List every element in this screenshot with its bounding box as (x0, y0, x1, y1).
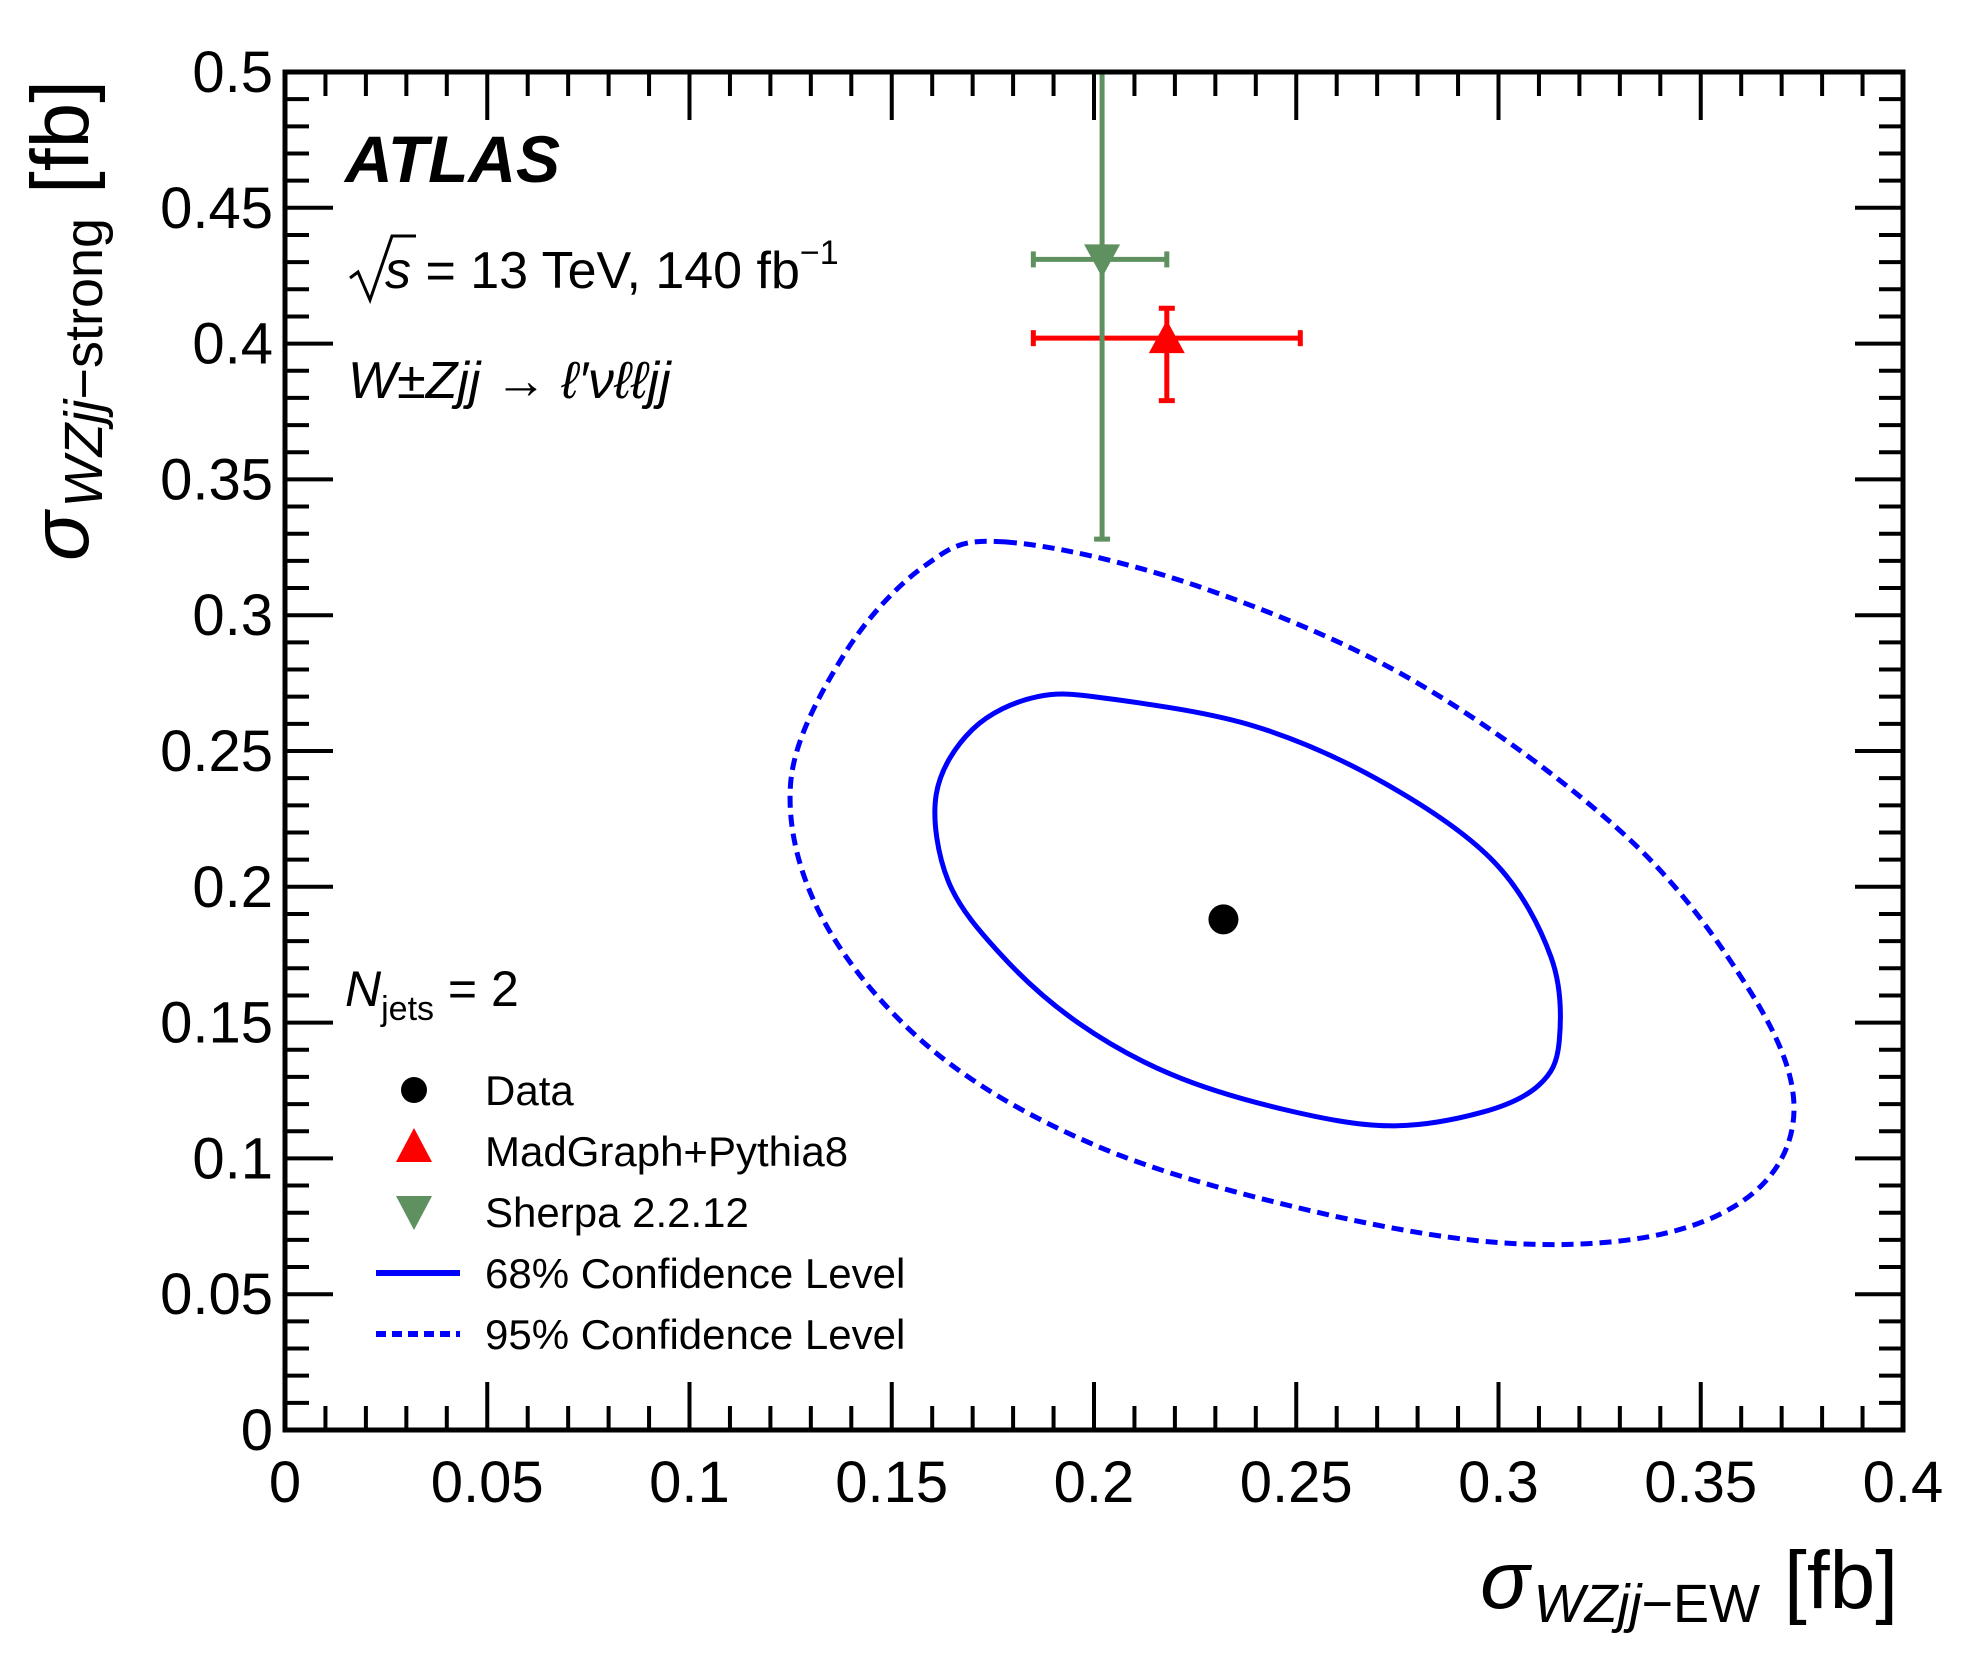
sqrt-sign (349, 234, 416, 305)
x-tick-label: 0.15 (835, 1450, 948, 1515)
process-label: W±Zjj → ℓ′νℓℓjj (348, 352, 672, 410)
plot-frame (282, 69, 1906, 1433)
madgraph-pythia8-point (1148, 320, 1185, 354)
x-tick-label: 0.3 (1458, 1450, 1539, 1515)
atlas-label: ATLAS (343, 122, 560, 196)
data-point (1208, 904, 1239, 935)
legend-label-95cl: 95% Confidence Level (485, 1311, 905, 1358)
x-tick-label: 0.05 (431, 1450, 544, 1515)
y-tick-label: 0.25 (160, 719, 273, 784)
y-tick-label: 0.4 (192, 312, 273, 377)
y-tick-label: 0.45 (160, 176, 273, 241)
y-tick-label: 0.05 (160, 1262, 273, 1327)
legend-label-data: Data (485, 1067, 574, 1114)
svg-text:s = 13 TeV, 140 fb−1: s = 13 TeV, 140 fb−1 (385, 234, 839, 300)
contour-68cl (932, 691, 1563, 1129)
sherpa-2-2-12-point (1084, 244, 1121, 278)
legend-marker-sherpa (396, 1196, 432, 1230)
y-tick-label: 0 (241, 1398, 273, 1463)
legend-marker-madgraph (396, 1128, 432, 1162)
contour-95cl (787, 538, 1797, 1248)
y-tick-label: 0.35 (160, 447, 273, 512)
energy-label: s = 13 TeV, 140 fb−1 (349, 234, 839, 305)
x-axis-title: σWZjj−EW [fb] (1480, 1535, 1898, 1634)
x-tick-label: 0.1 (649, 1450, 730, 1515)
x-tick-label: 0.2 (1054, 1450, 1135, 1515)
legend-label-68cl: 68% Confidence Level (485, 1250, 905, 1297)
legend-marker-data (401, 1077, 427, 1103)
legend-label-sherpa: Sherpa 2.2.12 (485, 1189, 749, 1236)
y-tick-label: 0.1 (192, 1126, 273, 1191)
x-tick-label: 0.25 (1240, 1450, 1353, 1515)
y-axis-title: σWZjj−strong[fb] (15, 80, 114, 561)
x-tick-label: 0.4 (1863, 1450, 1944, 1515)
y-tick-label: 0.3 (192, 583, 273, 648)
x-tick-label: 0.35 (1644, 1450, 1757, 1515)
njets-label: Njets = 2 (345, 961, 519, 1028)
legend: Data MadGraph+Pythia8 Sherpa 2.2.12 68% … (376, 1067, 905, 1358)
y-tick-label: 0.15 (160, 991, 273, 1056)
legend-label-madgraph: MadGraph+Pythia8 (485, 1128, 848, 1175)
y-tick-label: 0.5 (192, 40, 273, 105)
x-tick-label: 0 (269, 1450, 301, 1515)
y-tick-label: 0.2 (192, 855, 273, 920)
